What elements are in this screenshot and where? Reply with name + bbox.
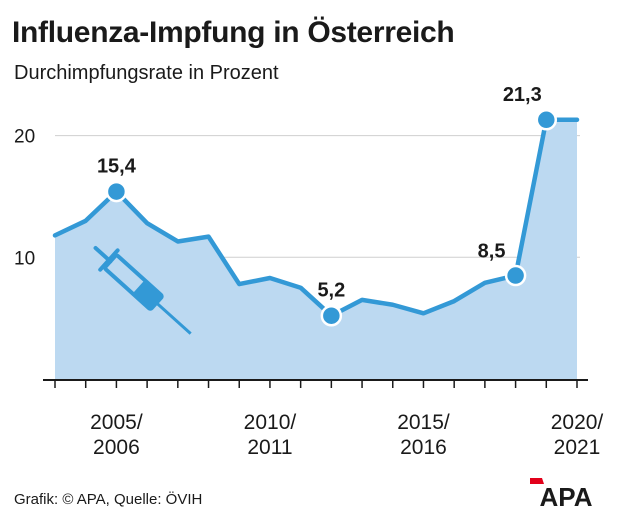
chart-subtitle: Durchimpfungsrate in Prozent [14, 62, 279, 84]
chart-title: Influenza-Impfung in Österreich [12, 16, 455, 49]
marker-2 [105, 180, 128, 203]
series-area [55, 119, 577, 379]
data-label-9: 5,2 [317, 280, 345, 302]
x-tick-label-17-0: 2020/ [551, 411, 604, 434]
data-label-2: 15,4 [97, 156, 137, 178]
x-tick-label-7-0: 2010/ [244, 411, 297, 434]
apa-logo-text: APA [540, 482, 593, 508]
x-tick-label-2-1: 2006 [93, 436, 140, 459]
x-tick-label-2-0: 2005/ [90, 411, 143, 434]
y-tick-label-10: 10 [14, 248, 35, 269]
marker-15 [504, 264, 527, 287]
marker-16 [535, 109, 558, 131]
y-tick-label-20: 20 [14, 127, 35, 148]
x-tick-label-17-1: 2021 [554, 436, 601, 459]
x-tick-label-7-1: 2011 [247, 436, 292, 459]
apa-logo-accent [530, 478, 544, 484]
source-credit: Grafik: © APA, Quelle: ÖVIH [14, 491, 203, 508]
apa-logo: APA [530, 478, 593, 508]
x-tick-label-12-0: 2015/ [397, 411, 450, 434]
data-label-16: 21,3 [503, 84, 542, 106]
x-tick-label-12-1: 2016 [400, 436, 447, 459]
data-label-15: 8,5 [478, 241, 506, 263]
syringe-icon [93, 245, 192, 335]
marker-9 [320, 304, 343, 327]
series-line [52, 117, 580, 318]
